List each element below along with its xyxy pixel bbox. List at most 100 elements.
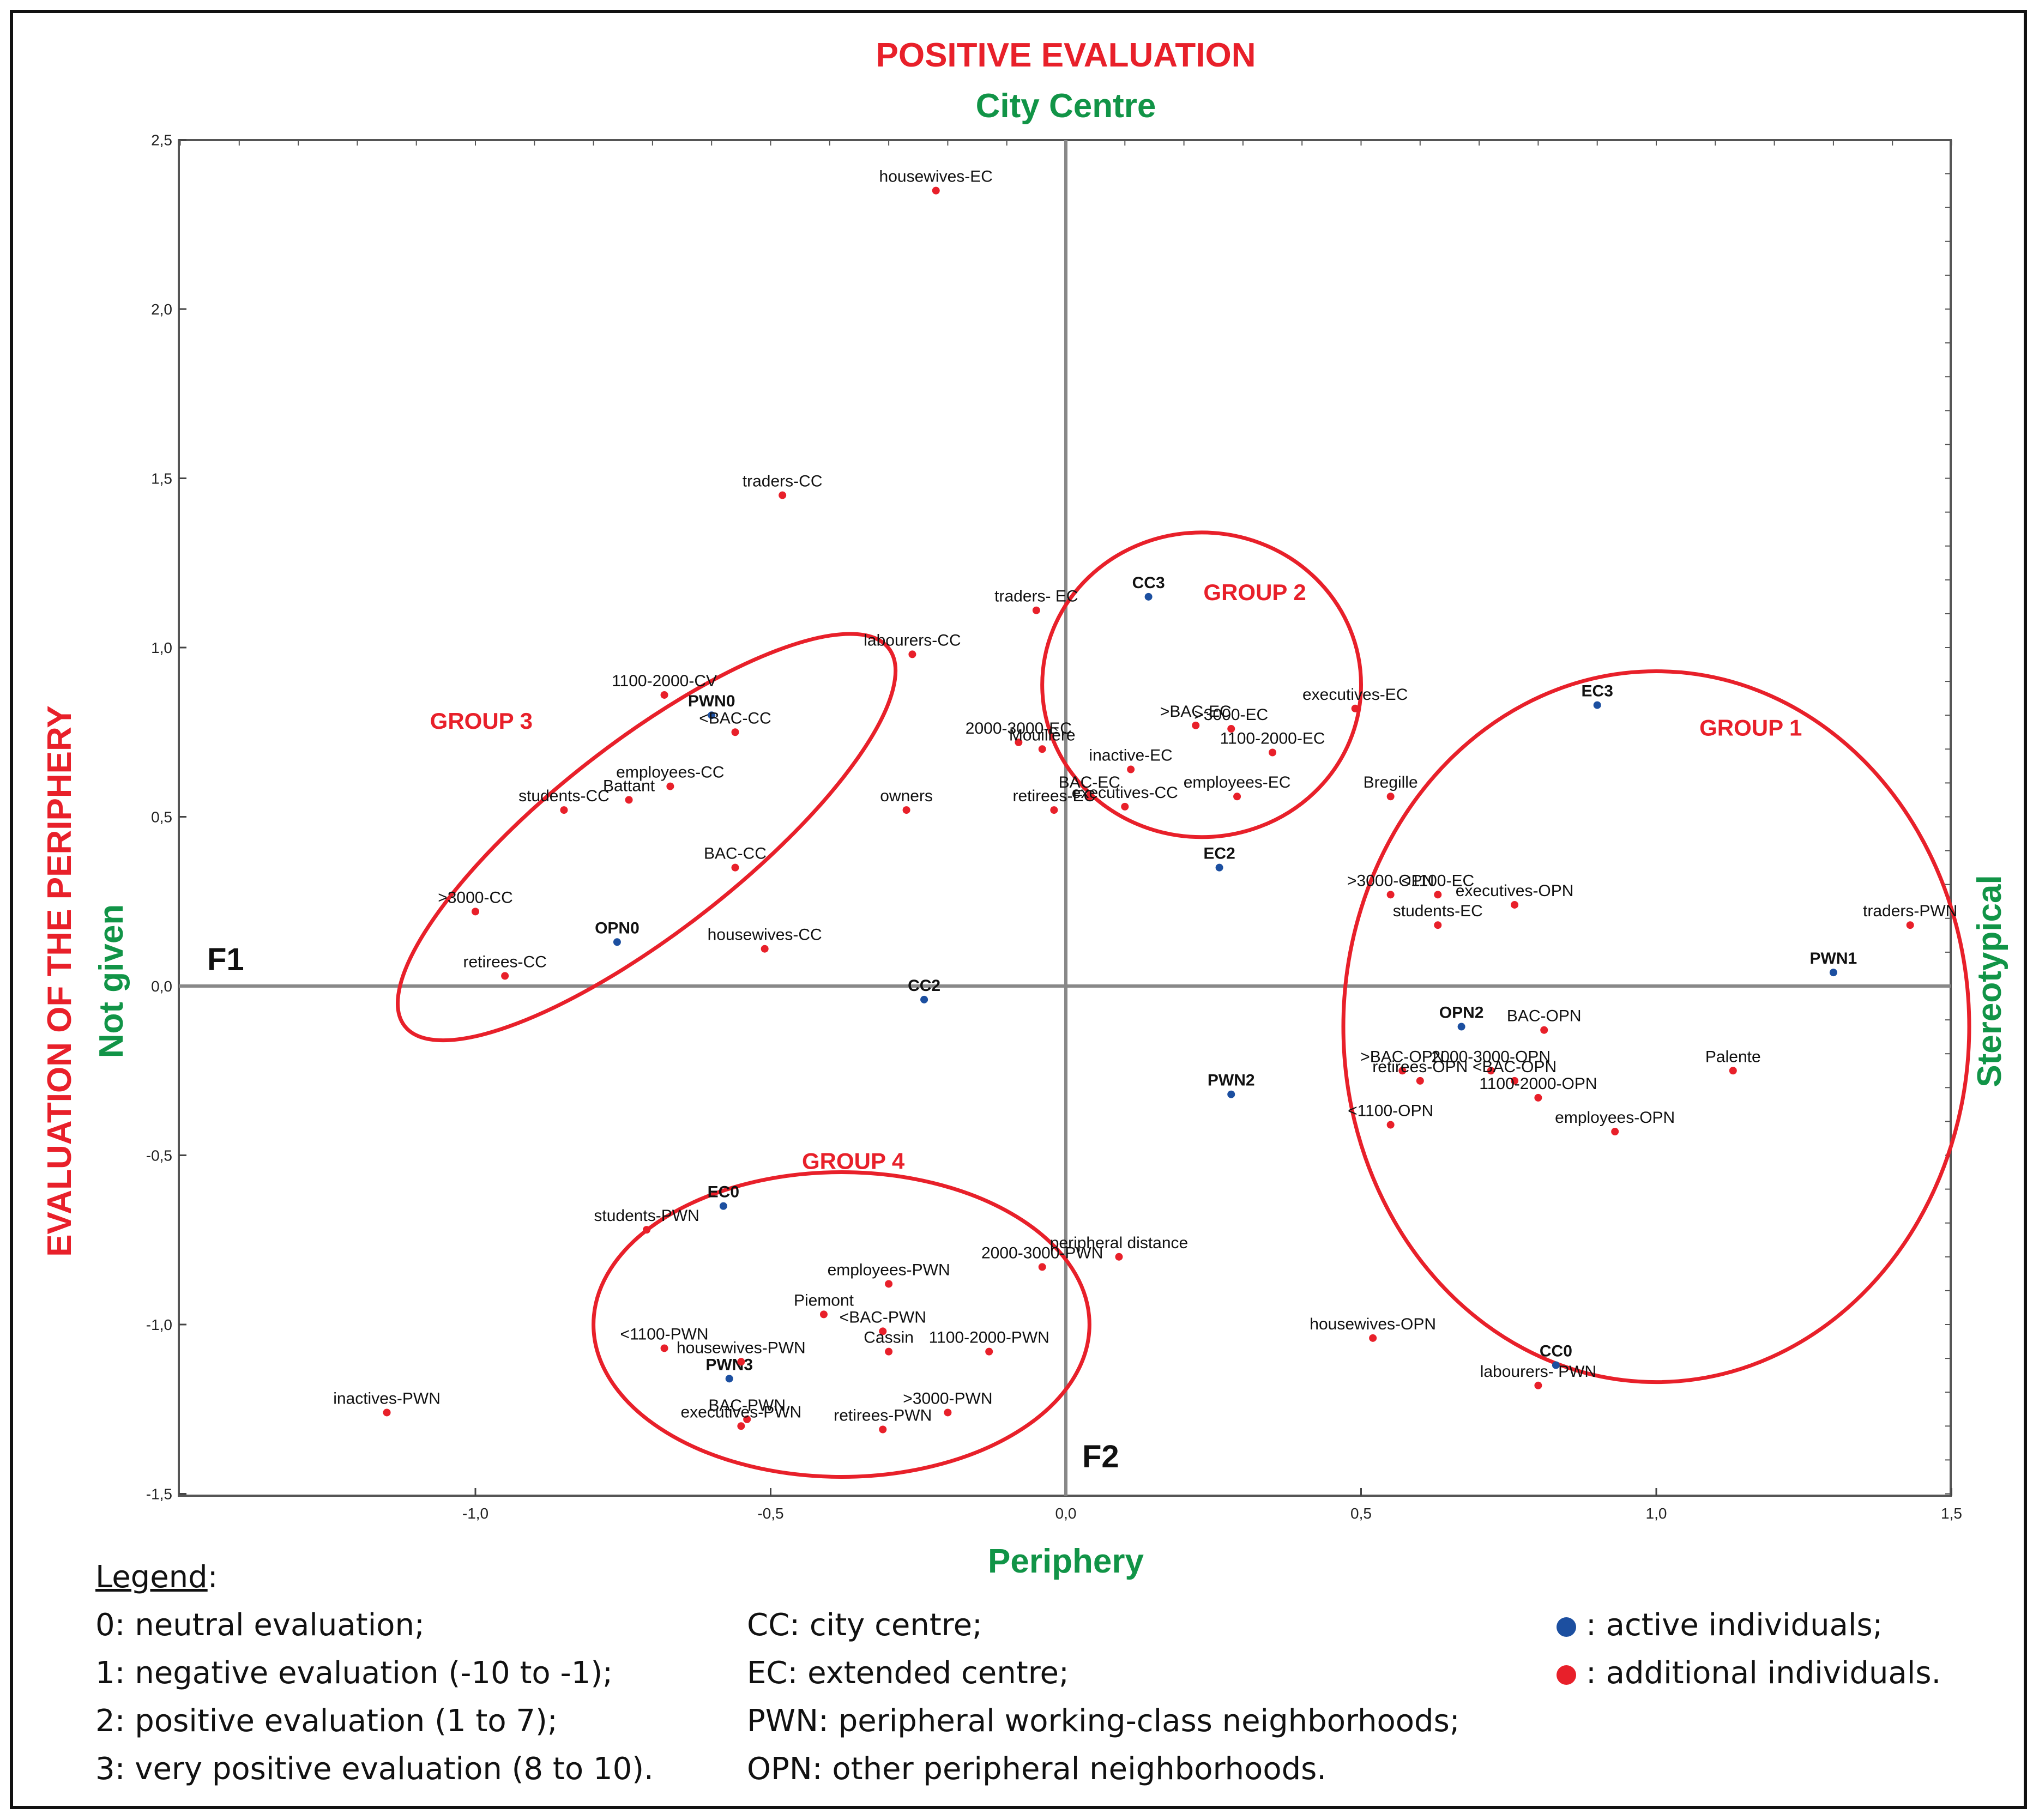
point-label: Palente (1705, 1048, 1761, 1066)
additional-point (1729, 1067, 1737, 1075)
y-tick-label: -0,5 (146, 1147, 172, 1164)
group-ellipses: GROUP 1 GROUP 2 GROUP 3 GROUP 4 (396, 530, 1971, 1479)
point-label: 2000-3000-PWN (981, 1244, 1103, 1262)
x-tick-label: -1,0 (462, 1505, 488, 1522)
point-label: >3000-PWN (903, 1389, 992, 1407)
legend: Legend: 0: neutral evaluation; 1: negati… (95, 1553, 2004, 1788)
y-tick-label: 2,5 (151, 132, 172, 149)
additional-point (1233, 793, 1241, 801)
point-label: <1100-EC (1401, 872, 1474, 890)
point-label: employees-OPN (1555, 1109, 1675, 1127)
active-dot-icon (1557, 1617, 1576, 1637)
y-tick-label: 2,0 (151, 301, 172, 318)
legend-item: OPN: other peripheral neighborhoods. (747, 1751, 1327, 1787)
additional-dot-icon (1557, 1665, 1576, 1685)
point-label: CC3 (1132, 574, 1165, 592)
point-label: employees-PWN (828, 1261, 950, 1279)
active-point (1829, 969, 1837, 977)
additional-point (731, 863, 739, 872)
additional-point (761, 945, 769, 953)
group-ellipse (1040, 530, 1364, 839)
additional-point (1487, 1067, 1495, 1075)
point-label: housewives-EC (879, 168, 993, 186)
y-tick-label: 0,0 (151, 978, 172, 995)
additional-point (1227, 725, 1235, 733)
point-label: retirees-PWN (834, 1407, 932, 1425)
additional-point (1534, 1381, 1542, 1389)
active-point (708, 711, 716, 719)
point-label: PWN0 (688, 692, 735, 710)
legend-item: 0: neutral evaluation; (95, 1607, 425, 1643)
point-label: Bregille (1364, 773, 1418, 791)
point-label: executives-PWN (680, 1403, 801, 1421)
point-label: students-PWN (594, 1207, 699, 1225)
additional-point (1269, 748, 1277, 757)
additional-point (779, 491, 787, 499)
point-label: retirees-CC (463, 953, 546, 971)
legend-col-areas: CC: city centre; EC: extended centre; PW… (747, 1601, 1460, 1793)
additional-point (660, 691, 668, 699)
additional-point (1434, 891, 1442, 899)
point-label: >3000-OPN (1347, 872, 1434, 890)
y-tick-label: 1,5 (151, 470, 172, 487)
additional-point (1115, 1253, 1123, 1261)
additional-point (908, 650, 916, 658)
point-label: Piemont (794, 1291, 854, 1309)
legend-col-markers: : active individuals; : additional indiv… (1557, 1601, 1941, 1697)
axis-name-f1: F1 (207, 942, 244, 977)
point-label: 1100-2000-EC (1220, 730, 1325, 748)
legend-item: CC: city centre; (747, 1607, 982, 1643)
legend-item-additional: : additional individuals. (1557, 1649, 1941, 1697)
point-label: Battant (603, 777, 655, 795)
legend-active-label: : active individuals; (1586, 1607, 1883, 1643)
point-label: traders-PWN (1863, 902, 1957, 920)
right-green-title: Stereotypical (1971, 875, 2008, 1087)
additional-point (985, 1347, 993, 1356)
axis-name-f2: F2 (1082, 1439, 1119, 1474)
legend-item: 2: positive evaluation (1 to 7); (95, 1703, 558, 1739)
legend-item-active: : active individuals; (1557, 1601, 1941, 1649)
additional-point (1050, 806, 1058, 814)
active-point (1144, 592, 1153, 601)
group-ellipse (396, 632, 898, 1043)
additional-point (743, 1415, 751, 1423)
point-label: EC2 (1203, 845, 1235, 863)
additional-point (383, 1408, 391, 1417)
active-point (1593, 701, 1601, 709)
point-label: CC0 (1540, 1343, 1572, 1361)
point-label: CC2 (908, 977, 940, 995)
x-tick-label: 0,0 (1055, 1505, 1077, 1522)
additional-point (1511, 1077, 1519, 1085)
additional-point (1434, 921, 1442, 929)
left-red-title: EVALUATION OF THE PERIPHERY (41, 705, 79, 1257)
point-label: OPN2 (1439, 1004, 1484, 1022)
bottom-green-title: Periphery (988, 1543, 1144, 1580)
active-point (1457, 1023, 1465, 1031)
point-label: housewives-PWN (677, 1339, 806, 1357)
active-point (613, 938, 621, 946)
legend-additional-label: : additional individuals. (1586, 1655, 1941, 1691)
point-label: retirees-EC (1012, 787, 1095, 805)
additional-point (1534, 1093, 1542, 1102)
additional-point (1416, 1077, 1424, 1085)
point-label: >BAC-EC (1160, 703, 1232, 721)
legend-title: Legend: (95, 1553, 654, 1601)
additional-point (1386, 891, 1395, 899)
y-tick-label: -1,0 (146, 1316, 172, 1333)
point-label: traders- EC (994, 588, 1078, 606)
additional-point (1386, 1121, 1395, 1129)
additional-point (643, 1226, 651, 1234)
group-label: GROUP 4 (802, 1148, 905, 1174)
point-label: peripheral distance (1050, 1234, 1189, 1252)
additional-point (666, 782, 674, 790)
additional-point (501, 972, 509, 980)
group-ellipse (592, 1170, 1091, 1479)
point-label: >3000-CC (438, 888, 513, 906)
zero-axes (179, 140, 1951, 1496)
legend-item: PWN: peripheral working-class neighborho… (747, 1703, 1460, 1739)
point-label: PWN2 (1208, 1072, 1255, 1090)
point-label: 2000-3000-OPN (1432, 1048, 1551, 1066)
point-label: EC3 (1582, 682, 1613, 700)
point-label: labourers-CC (864, 631, 961, 649)
group-ellipse (1341, 669, 1971, 1384)
